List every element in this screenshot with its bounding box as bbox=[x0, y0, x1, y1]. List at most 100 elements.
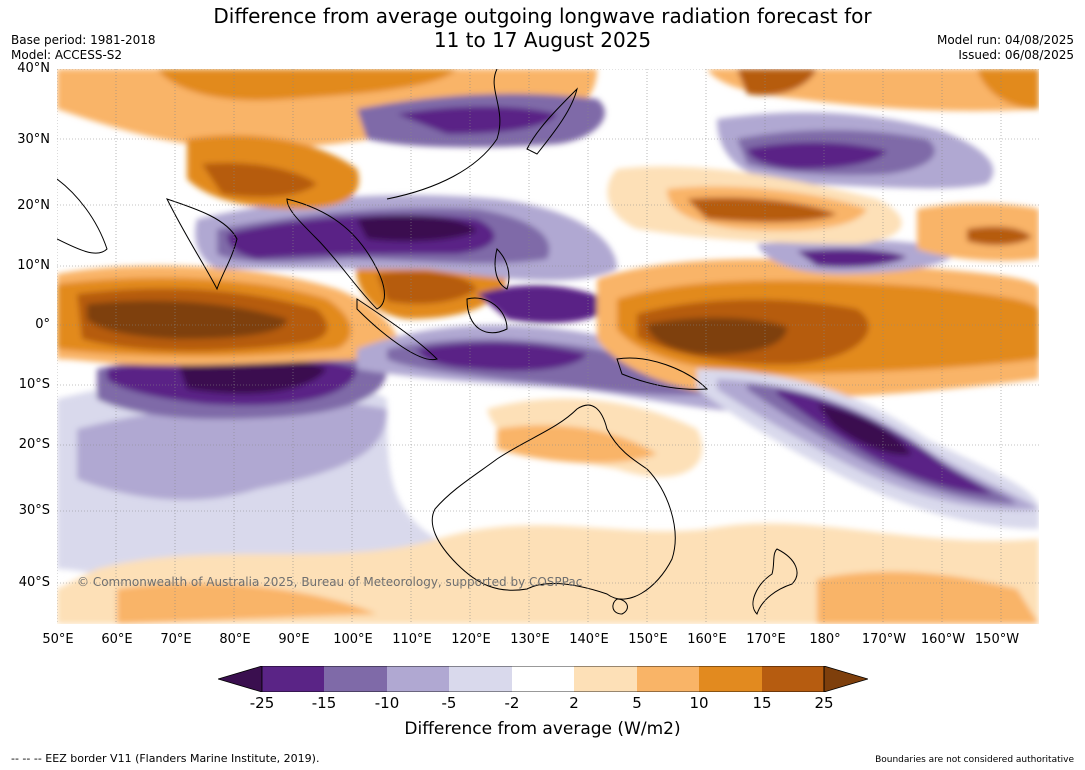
negative-anomaly-region bbox=[417, 342, 587, 371]
colorbar-tick: -5 bbox=[441, 694, 457, 712]
lon-label: 170°E bbox=[746, 632, 786, 647]
colorbar-segment bbox=[699, 666, 762, 692]
lon-label: 140°E bbox=[569, 632, 609, 647]
graticule bbox=[57, 69, 1039, 624]
lon-label: 160°E bbox=[687, 632, 727, 647]
positive-anomaly-region bbox=[497, 425, 657, 464]
coastlines bbox=[57, 69, 798, 615]
tasmania-coastline bbox=[612, 598, 628, 615]
lat-label: 30°S bbox=[18, 503, 50, 518]
se-asia-coastline bbox=[286, 198, 385, 310]
colorbar-segment-max bbox=[823, 666, 868, 692]
lat-label: 20°N bbox=[17, 198, 50, 213]
colorbar-tick: -15 bbox=[311, 694, 337, 712]
lat-label: 10°S bbox=[18, 377, 50, 392]
colorbar-tick: -25 bbox=[249, 694, 275, 712]
arabia-coastline bbox=[57, 178, 108, 254]
positive-anomaly-region bbox=[157, 69, 457, 101]
lon-label: 120°E bbox=[451, 632, 491, 647]
colorbar-tick: 15 bbox=[752, 694, 772, 712]
lat-label: 20°S bbox=[18, 437, 50, 452]
olr-anomaly-map bbox=[57, 69, 1039, 624]
strong-positive-anomaly bbox=[737, 69, 817, 96]
colorbar-tick: -10 bbox=[374, 694, 400, 712]
sumatra-coastline bbox=[356, 298, 438, 361]
india-coastline bbox=[166, 198, 238, 291]
negative-anomaly-region bbox=[397, 106, 557, 134]
colorbar-outline bbox=[261, 666, 825, 692]
colorbar-tick: -2 bbox=[504, 694, 520, 712]
lon-label: 80°E bbox=[219, 632, 251, 647]
positive-anomaly-region bbox=[377, 271, 477, 304]
negative-anomaly-region bbox=[77, 400, 387, 500]
negative-anomaly-region bbox=[477, 285, 617, 324]
new-zealand-coastline bbox=[752, 548, 798, 615]
lon-label: 90°E bbox=[278, 632, 310, 647]
strong-negative-anomaly bbox=[177, 355, 327, 394]
lat-label: 40°S bbox=[18, 575, 50, 590]
lat-label: 40°N bbox=[17, 61, 50, 76]
colorbar-segment bbox=[762, 666, 824, 692]
lat-label: 0° bbox=[35, 317, 50, 332]
positive-anomaly-region bbox=[117, 583, 377, 624]
eez-note: -- -- -- EEZ border V11 (Flanders Marine… bbox=[11, 752, 320, 765]
colorbar-segment bbox=[387, 666, 449, 692]
borneo-coastline bbox=[466, 297, 508, 334]
strong-positive-anomaly bbox=[967, 226, 1032, 246]
meta-left: Base period: 1981-2018 Model: ACCESS-S2 bbox=[11, 33, 156, 63]
australia-coastline bbox=[431, 404, 676, 600]
chart-title: Difference from average outgoing longwav… bbox=[0, 4, 1085, 52]
colorbar-tick: 10 bbox=[689, 694, 709, 712]
strong-negative-anomaly bbox=[357, 215, 477, 242]
colorbar-tick: 5 bbox=[632, 694, 642, 712]
lon-label: 70°E bbox=[160, 632, 192, 647]
lon-label: 110°E bbox=[392, 632, 432, 647]
lon-label: 50°E bbox=[42, 632, 74, 647]
colorbar-segment bbox=[512, 666, 574, 692]
lon-label: 170°W bbox=[861, 632, 907, 647]
title-line-1: Difference from average outgoing longwav… bbox=[213, 4, 872, 28]
model-run: Model run: 04/08/2025 bbox=[936, 33, 1074, 47]
lon-label: 60°E bbox=[101, 632, 133, 647]
copyright-notice: © Commonwealth of Australia 2025, Bureau… bbox=[77, 575, 583, 589]
lon-label: 150°W bbox=[974, 632, 1020, 647]
strong-positive-anomaly bbox=[87, 300, 287, 339]
colorbar-tick: 2 bbox=[569, 694, 579, 712]
colorbar-segment bbox=[324, 666, 387, 692]
colorbar bbox=[218, 666, 868, 692]
title-line-2: 11 to 17 August 2025 bbox=[433, 28, 652, 52]
lon-label: 180° bbox=[809, 632, 841, 647]
negative-anomaly-region bbox=[797, 249, 907, 268]
strong-positive-anomaly bbox=[647, 317, 787, 355]
colorbar-segment-min bbox=[218, 666, 263, 692]
meta-right: Model run: 04/08/2025 Issued: 06/08/2025 bbox=[937, 33, 1074, 63]
colorbar-segment bbox=[637, 666, 699, 692]
colorbar-segment bbox=[262, 666, 324, 692]
base-period: Base period: 1981-2018 bbox=[11, 33, 156, 47]
strong-negative-anomaly bbox=[817, 404, 912, 455]
japan-coastline bbox=[526, 87, 578, 155]
philippines-coastline bbox=[494, 248, 510, 290]
strong-positive-anomaly bbox=[202, 162, 317, 197]
boundaries-disclaimer: Boundaries are not considered authoritat… bbox=[875, 755, 1074, 765]
lat-label: 30°N bbox=[17, 132, 50, 147]
issued-date: Issued: 06/08/2025 bbox=[958, 48, 1074, 62]
colorbar-tick: 25 bbox=[814, 694, 834, 712]
colorbar-segment bbox=[449, 666, 512, 692]
colorbar-segment bbox=[574, 666, 637, 692]
lon-label: 160°W bbox=[920, 632, 966, 647]
strong-positive-anomaly bbox=[687, 197, 837, 223]
negative-anomaly-region bbox=[747, 142, 887, 169]
china-coastline bbox=[386, 69, 501, 200]
new-guinea-coastline bbox=[616, 357, 709, 390]
anomaly-field bbox=[57, 69, 1039, 624]
lon-label: 150°E bbox=[628, 632, 668, 647]
lat-label: 10°N bbox=[17, 258, 50, 273]
model-name: Model: ACCESS-S2 bbox=[11, 48, 123, 62]
positive-anomaly-region bbox=[977, 69, 1039, 109]
positive-anomaly-region bbox=[817, 571, 1039, 624]
lon-label: 130°E bbox=[510, 632, 550, 647]
lon-label: 100°E bbox=[333, 632, 373, 647]
map-svg bbox=[57, 69, 1039, 624]
colorbar-title: Difference from average (W/m2) bbox=[404, 719, 681, 739]
